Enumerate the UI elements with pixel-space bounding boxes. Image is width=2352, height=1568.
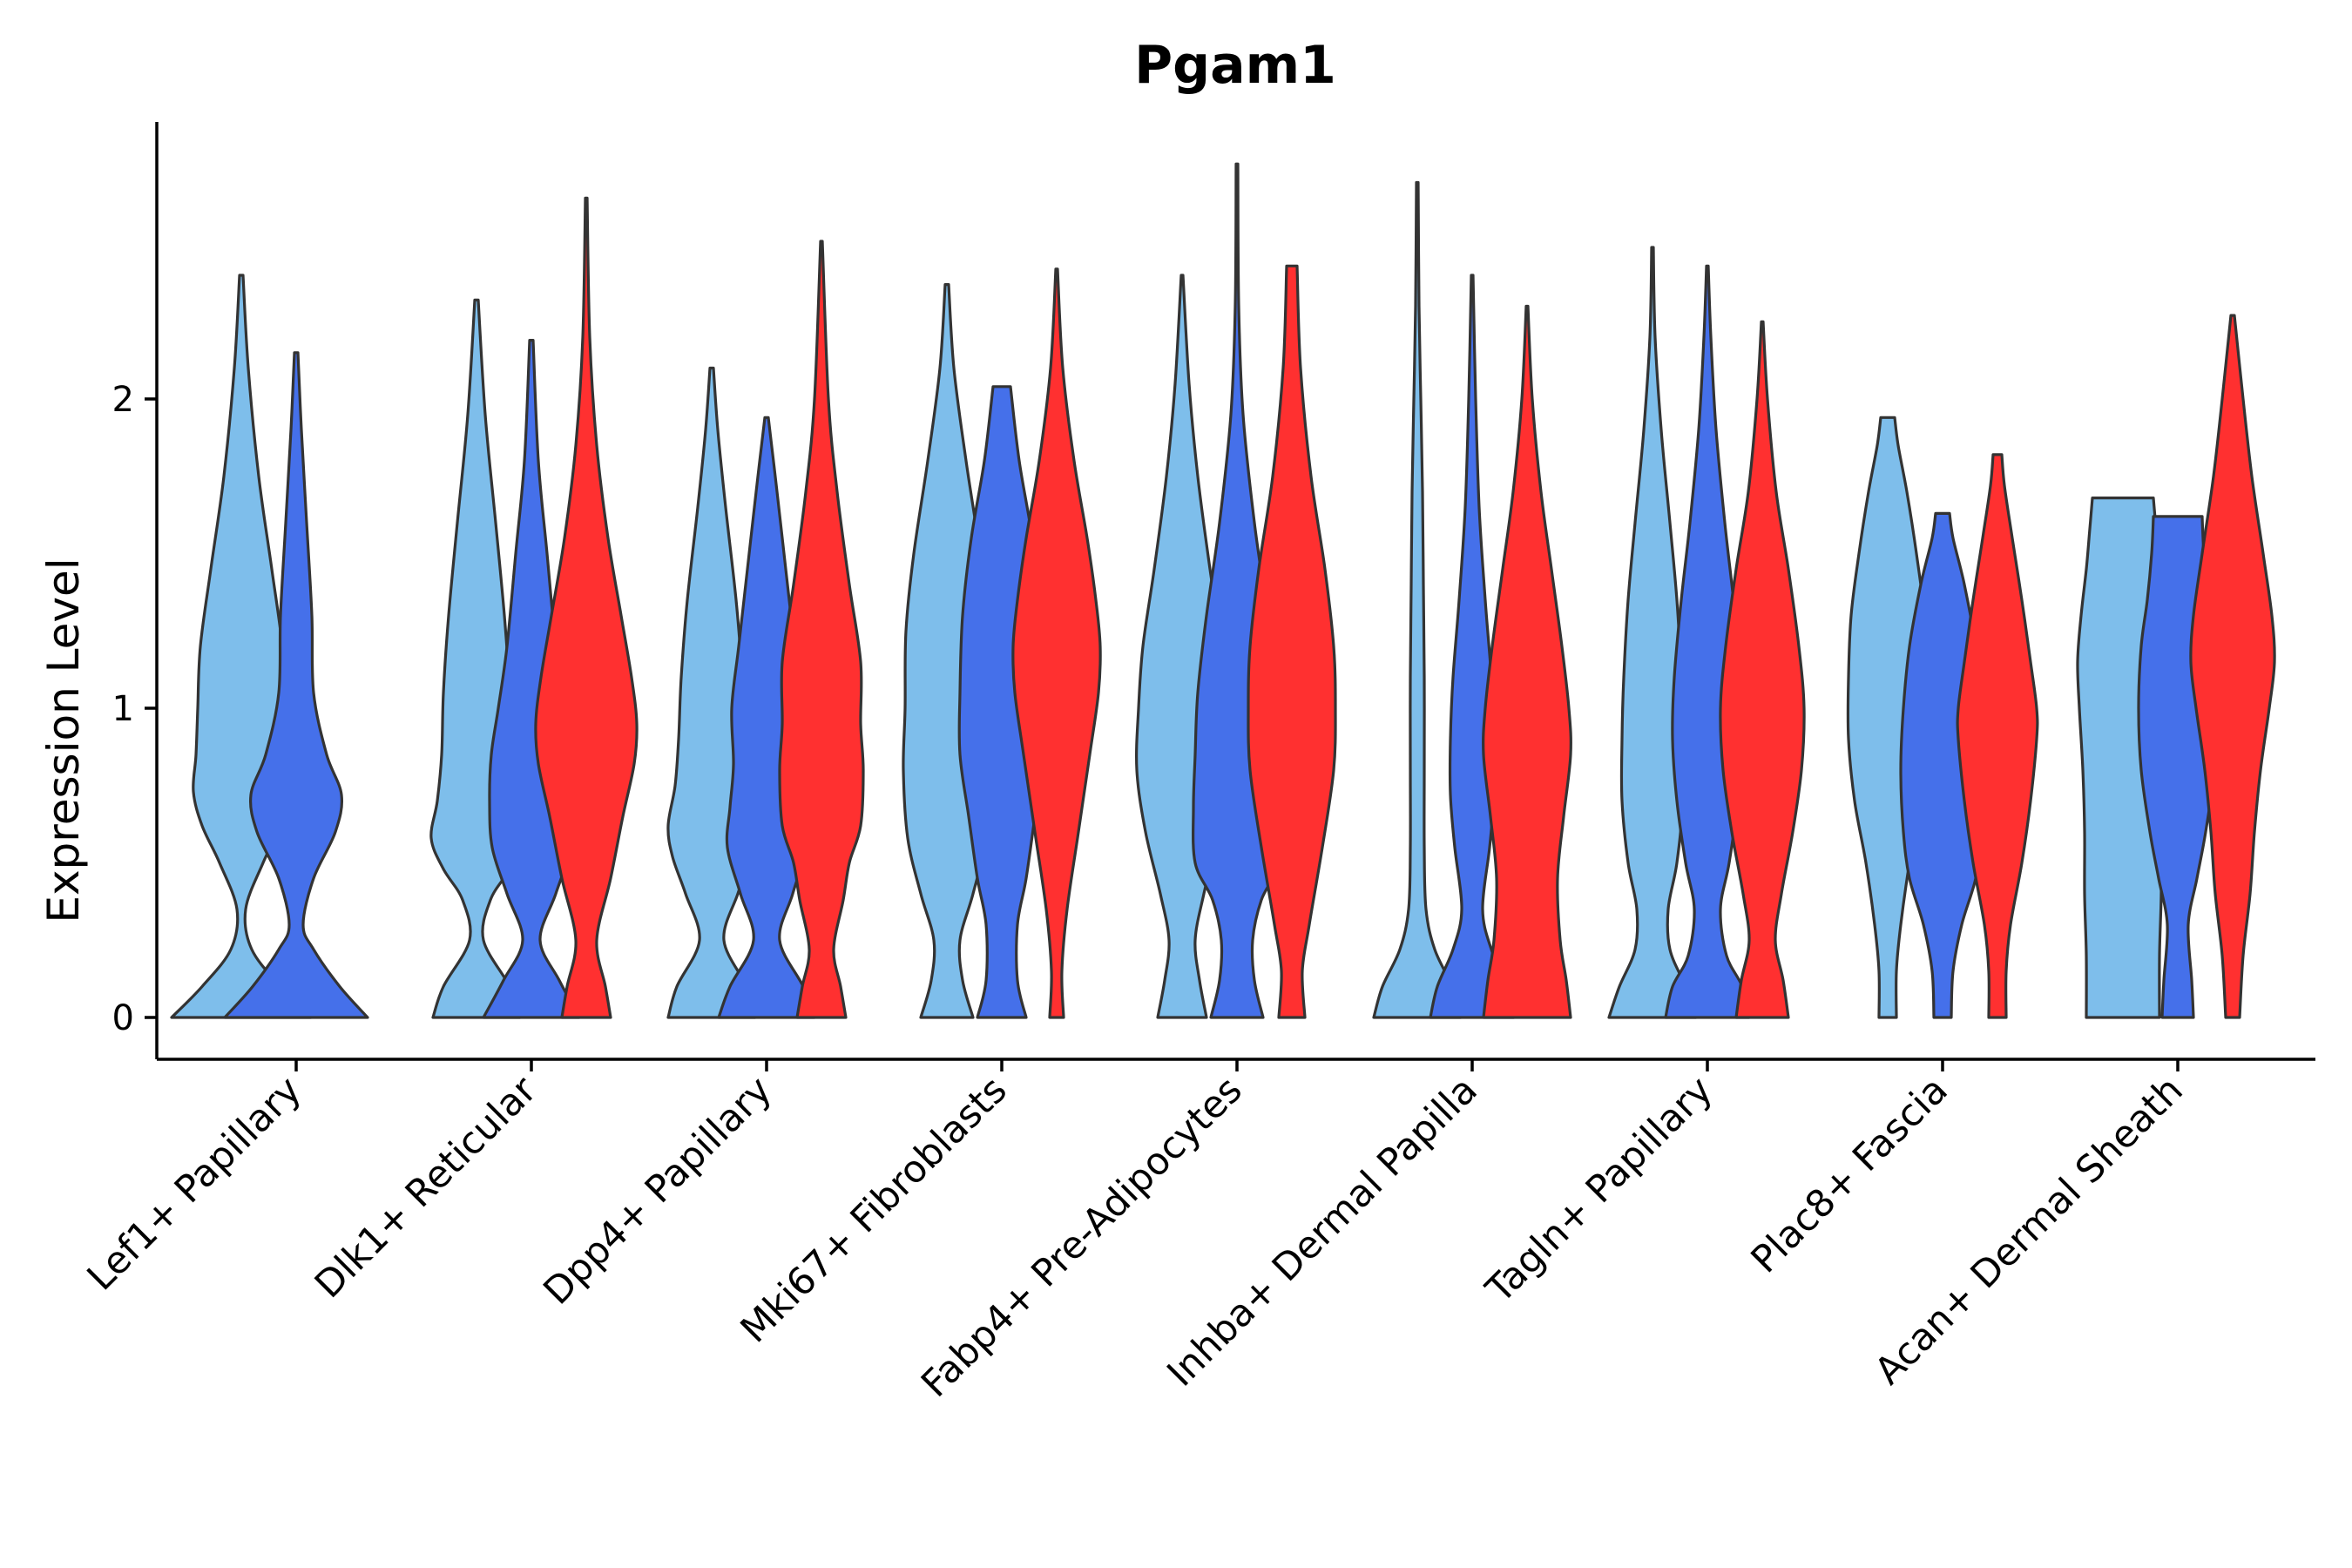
violins-group <box>170 162 2276 1019</box>
violin-5-2 <box>1482 304 1572 1019</box>
violin-5-1 <box>1429 274 1516 1019</box>
violin-8-2 <box>2189 314 2276 1019</box>
chart-title: Pgam1 <box>1134 35 1336 96</box>
violin-2-2 <box>778 240 865 1019</box>
violin-3-2 <box>1011 267 1102 1019</box>
violin-0-1 <box>223 351 369 1019</box>
violin-7-2 <box>1956 453 2039 1019</box>
violin-1-2 <box>534 196 639 1019</box>
x-tick-label: Plac8+ Fascia <box>1743 1068 1957 1281</box>
x-tick-label: Dpp4+ Papillary <box>536 1068 781 1313</box>
violin-5-0 <box>1372 180 1463 1019</box>
violin-3-1 <box>957 385 1046 1019</box>
x-tick-label: Tagln+ Papillary <box>1477 1068 1721 1312</box>
y-tick-label: 2 <box>112 380 134 420</box>
x-tick-label: Lef1+ Papillary <box>79 1068 310 1299</box>
y-axis-label: Expression Level <box>38 558 89 923</box>
violin-6-2 <box>1719 320 1806 1019</box>
y-tick-label: 0 <box>112 998 134 1038</box>
x-tick-label: Mki67+ Fibroblasts <box>733 1068 1016 1351</box>
y-tick-label: 1 <box>112 689 134 729</box>
x-tick-label: Dlk1+ Reticular <box>307 1068 545 1307</box>
violin-4-2 <box>1247 264 1337 1019</box>
